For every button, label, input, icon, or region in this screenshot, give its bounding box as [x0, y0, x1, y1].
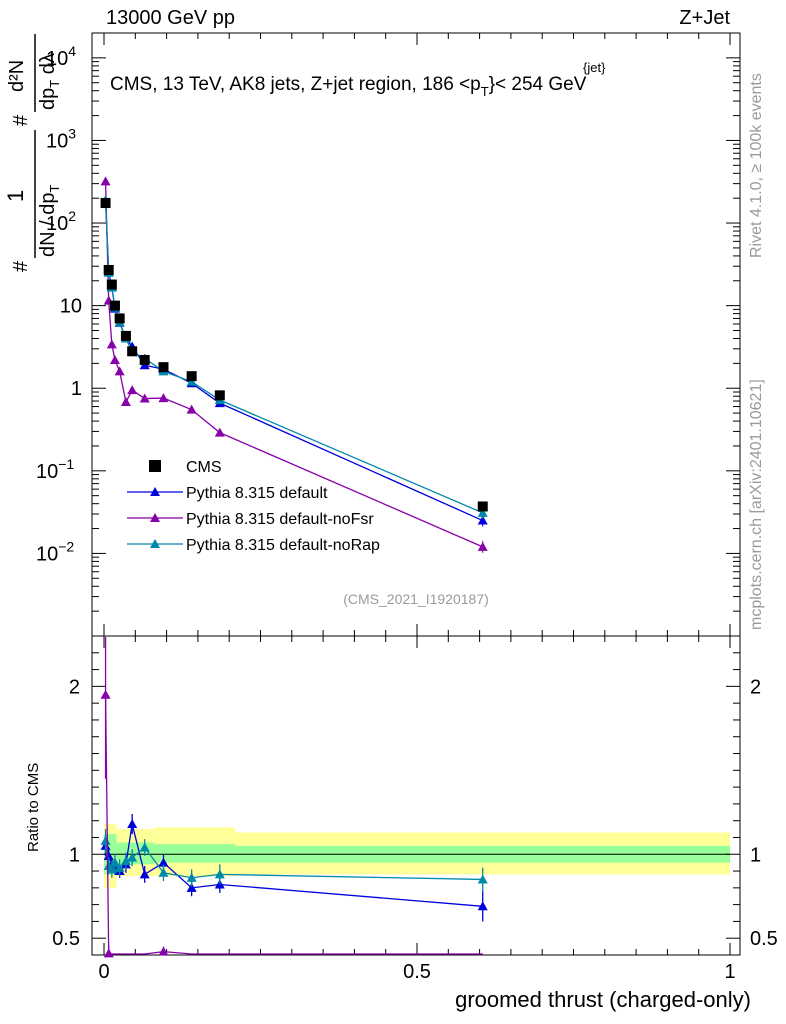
series-0	[100, 197, 488, 512]
y-title-hash-1: #	[10, 260, 32, 272]
data-point	[106, 279, 117, 290]
y-title-hash-2: #	[10, 114, 32, 126]
y-title-frac2-num: d²N	[6, 60, 28, 92]
data-point	[109, 300, 120, 311]
chart-title-sub: T	[481, 84, 489, 99]
chart-title-tail: }< 254 GeV	[489, 74, 587, 95]
ratio-point	[139, 869, 150, 879]
top-y-tick-label: 104	[46, 43, 76, 70]
data-point	[100, 176, 111, 186]
header-right: Z+Jet	[679, 7, 730, 29]
data-point	[120, 330, 131, 341]
legend-label: Pythia 8.315 default	[186, 485, 328, 502]
legend-label: Pythia 8.315 default-noFsr	[186, 511, 374, 528]
ratio-point	[120, 855, 131, 865]
data-point	[139, 354, 150, 365]
ratio-point	[214, 869, 225, 879]
ratio-point	[186, 882, 197, 892]
legend: CMS Pythia 8.315 default Pythia 8.315 defa…	[127, 459, 380, 554]
legend-marker	[150, 487, 160, 496]
ratio-y-axis-title: Ratio to CMS	[25, 763, 42, 852]
ratio-point	[100, 689, 111, 699]
ratio-band-inner-2	[154, 844, 236, 863]
data-point	[127, 385, 138, 395]
ratio-point	[100, 835, 111, 845]
x-tick-label: 1	[724, 961, 735, 983]
ratio-series-3	[100, 829, 488, 892]
data-point	[186, 371, 197, 382]
data-point	[214, 390, 225, 401]
ratio-point	[158, 946, 169, 956]
y-title-frac1-den: dN / dpT	[37, 185, 62, 257]
top-y-tick-label: 102	[46, 208, 76, 235]
data-point	[186, 376, 197, 386]
y-axis-title: # 1 dN / dpT # d²N dpT dλ	[3, 34, 62, 272]
top-y-tick-label: 10−2	[36, 538, 74, 565]
data-point	[477, 501, 488, 512]
ratio-y-tick-label-right: 0.5	[750, 928, 778, 950]
ratio-point	[106, 864, 117, 874]
top-y-tick-label: 103	[46, 125, 76, 152]
chart-title: CMS, 13 TeV, AK8 jets, Z+jet region, 186…	[110, 74, 587, 99]
y-title-frac1-num: 1	[3, 190, 28, 202]
x-tick-label: 0	[98, 961, 109, 983]
data-point	[114, 313, 125, 324]
ratio-point	[127, 819, 138, 829]
data-point	[127, 346, 138, 357]
data-point	[139, 393, 150, 403]
series-1	[100, 196, 488, 527]
ratio-panel-frame	[91, 635, 741, 956]
series-line	[104, 199, 483, 514]
ratio-point	[127, 852, 138, 862]
ratio-point	[109, 857, 120, 867]
ratio-point	[186, 872, 197, 882]
header-left: 13000 GeV pp	[106, 7, 235, 29]
data-point	[103, 265, 114, 276]
ratio-line	[104, 694, 483, 955]
ratio-y-tick-label-left: 2	[69, 676, 80, 698]
series-line	[104, 201, 483, 522]
ratio-y-tick-label-right: 1	[750, 844, 761, 866]
data-point	[106, 339, 117, 349]
legend-marker	[150, 513, 160, 522]
top-y-tick-label: 10−1	[36, 456, 74, 483]
top-y-tick-label: 1	[71, 378, 82, 400]
legend-label: Pythia 8.315 default-noRap	[186, 537, 380, 554]
ratio-y-tick-label-left: 0.5	[52, 928, 80, 950]
legend-marker	[150, 539, 160, 548]
data-point	[158, 362, 169, 373]
ratio-y-tick-label-right: 2	[750, 676, 761, 698]
ratio-y-tick-label-left: 1	[69, 844, 80, 866]
legend-label: CMS	[186, 459, 222, 476]
data-point	[214, 427, 225, 437]
data-point	[109, 354, 120, 364]
data-point	[186, 404, 197, 414]
chart-title-main: CMS, 13 TeV, AK8 jets, Z+jet region, 186…	[110, 74, 481, 95]
top-y-tick-label: 10	[60, 296, 82, 318]
x-tick-label: 0.5	[403, 961, 431, 983]
data-point	[120, 397, 131, 407]
chart-title-sup: {jet}	[583, 60, 606, 75]
legend-marker	[149, 460, 161, 472]
ratio-point	[158, 857, 169, 867]
ratio-point	[139, 842, 150, 852]
series-2	[100, 176, 488, 553]
y-title-frac2-den: dpT dλ	[37, 53, 62, 110]
ratio-point	[103, 948, 114, 958]
ratio-point	[114, 862, 125, 872]
ratio-point	[477, 874, 488, 884]
ratio-point	[158, 867, 169, 877]
x-axis-title: groomed thrust (charged-only)	[455, 987, 751, 1012]
data-point	[158, 393, 169, 403]
analysis-label: (CMS_2021_I1920187)	[343, 591, 489, 607]
ratio-series-2	[100, 637, 483, 958]
data-point	[114, 366, 125, 376]
ratio-point	[477, 901, 488, 911]
data-point	[100, 197, 111, 208]
